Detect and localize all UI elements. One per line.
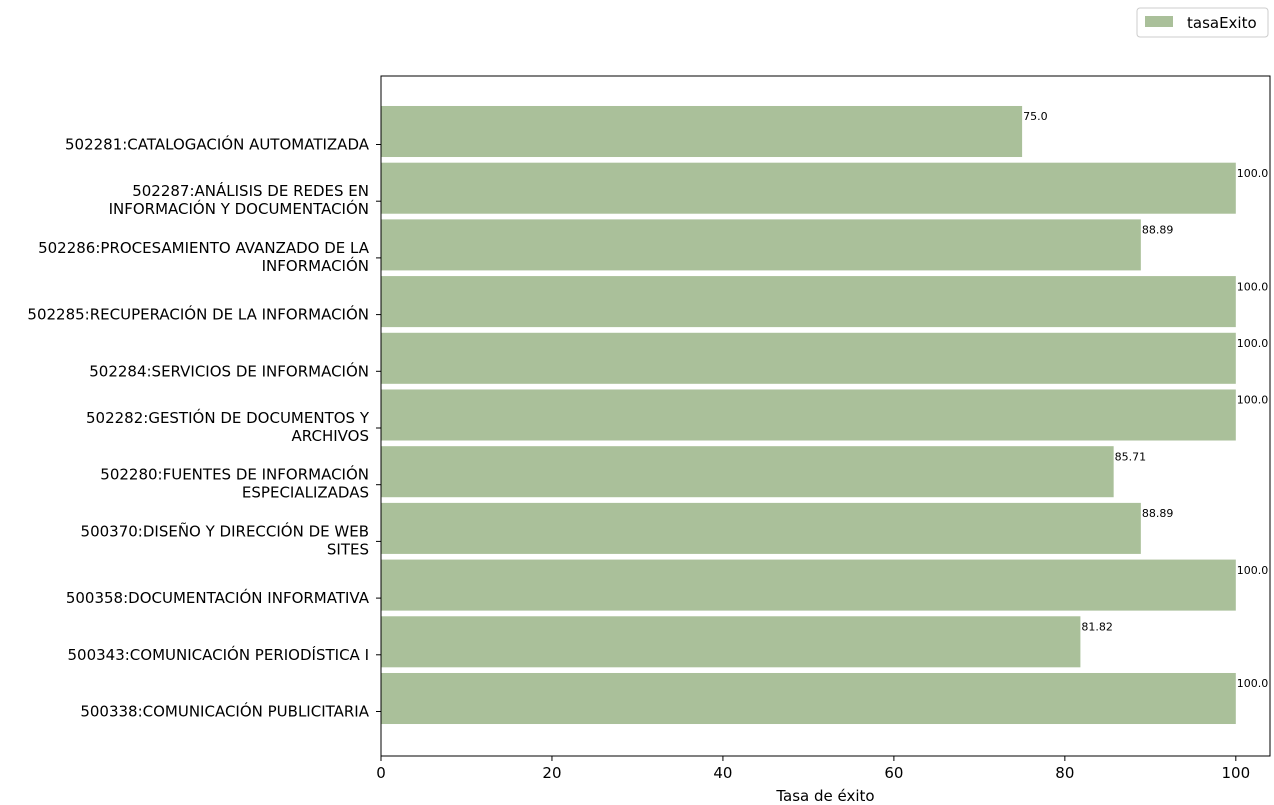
- data-label: 88.89: [1142, 507, 1174, 520]
- y-tick-label: 502280:FUENTES DE INFORMACIÓN ESPECIALIZA…: [100, 465, 369, 502]
- legend-swatch-tasaExito: [1145, 16, 1173, 27]
- x-tick-label: 60: [884, 764, 903, 782]
- data-label: 100.0: [1237, 167, 1269, 180]
- x-axis-ticks: 0 20 40 60 80 100: [376, 756, 1250, 782]
- bar: [381, 219, 1141, 271]
- bar: [381, 672, 1236, 725]
- y-tick-label: 500358:DOCUMENTACIÓN INFORMATIVA: [66, 588, 370, 607]
- data-label: 88.89: [1142, 224, 1174, 237]
- bar: [381, 389, 1236, 441]
- data-label: 100.0: [1237, 280, 1269, 293]
- bar: [381, 616, 1081, 668]
- bar: [381, 559, 1236, 611]
- y-tick-label: 500370:DISEÑO Y DIRECCIÓN DE WEB SITES: [81, 521, 369, 558]
- plot-area-frame: [380, 75, 1271, 757]
- y-tick-label: 502281:CATALOGACIÓN AUTOMATIZADA: [65, 135, 370, 154]
- y-tick-label: 502287:ANÁLISIS DE REDES EN INFORMACIÓN Y…: [109, 181, 369, 218]
- data-label: 75.0: [1023, 110, 1047, 123]
- x-tick-label: 40: [713, 764, 732, 782]
- x-tick-label: 0: [376, 764, 386, 782]
- data-label: 100.0: [1237, 337, 1269, 350]
- x-tick-label: 80: [1055, 764, 1074, 782]
- y-tick-label: 500338:COMUNICACIÓN PUBLICITARIA: [80, 702, 369, 721]
- x-tick-label: 100: [1221, 764, 1250, 782]
- legend-label-tasaExito: tasaExito: [1187, 14, 1257, 32]
- legend-box: [1136, 7, 1269, 38]
- bar: [381, 446, 1114, 498]
- bar: [381, 105, 1023, 158]
- bar: [381, 162, 1236, 214]
- x-tick-label: 20: [542, 764, 561, 782]
- data-label: 81.82: [1081, 620, 1113, 633]
- y-tick-label: 502284:SERVICIOS DE INFORMACIÓN: [89, 361, 369, 380]
- data-label: 100.0: [1237, 564, 1269, 577]
- bar: [381, 502, 1141, 554]
- bar: [381, 276, 1236, 328]
- y-tick-label: 502286:PROCESAMIENTO AVANZADO DE LA INFOR…: [38, 239, 370, 275]
- data-label: 100.0: [1237, 394, 1269, 407]
- x-axis-label: Tasa de éxito: [775, 787, 874, 805]
- y-axis-ticks: 502281:CATALOGACIÓN AUTOMATIZADA 502287:A…: [27, 135, 381, 721]
- y-tick-label: 502282:GESTIÓN DE DOCUMENTOS Y ARCHIVOS: [86, 408, 370, 445]
- data-label: 100.0: [1237, 677, 1269, 690]
- y-tick-label: 502285:RECUPERACIÓN DE LA INFORMACIÓN: [27, 305, 369, 324]
- bars-layer: [381, 105, 1236, 725]
- legend: tasaExito: [1136, 7, 1269, 38]
- y-tick-label: 500343:COMUNICACIÓN PERIODÍSTICA I: [67, 645, 369, 664]
- bar: [381, 332, 1236, 384]
- data-label: 85.71: [1115, 450, 1147, 463]
- data-labels-layer: 75.0 100.0 88.89 100.0 100.0 100.0 85.71 88.89 1…: [1023, 110, 1268, 690]
